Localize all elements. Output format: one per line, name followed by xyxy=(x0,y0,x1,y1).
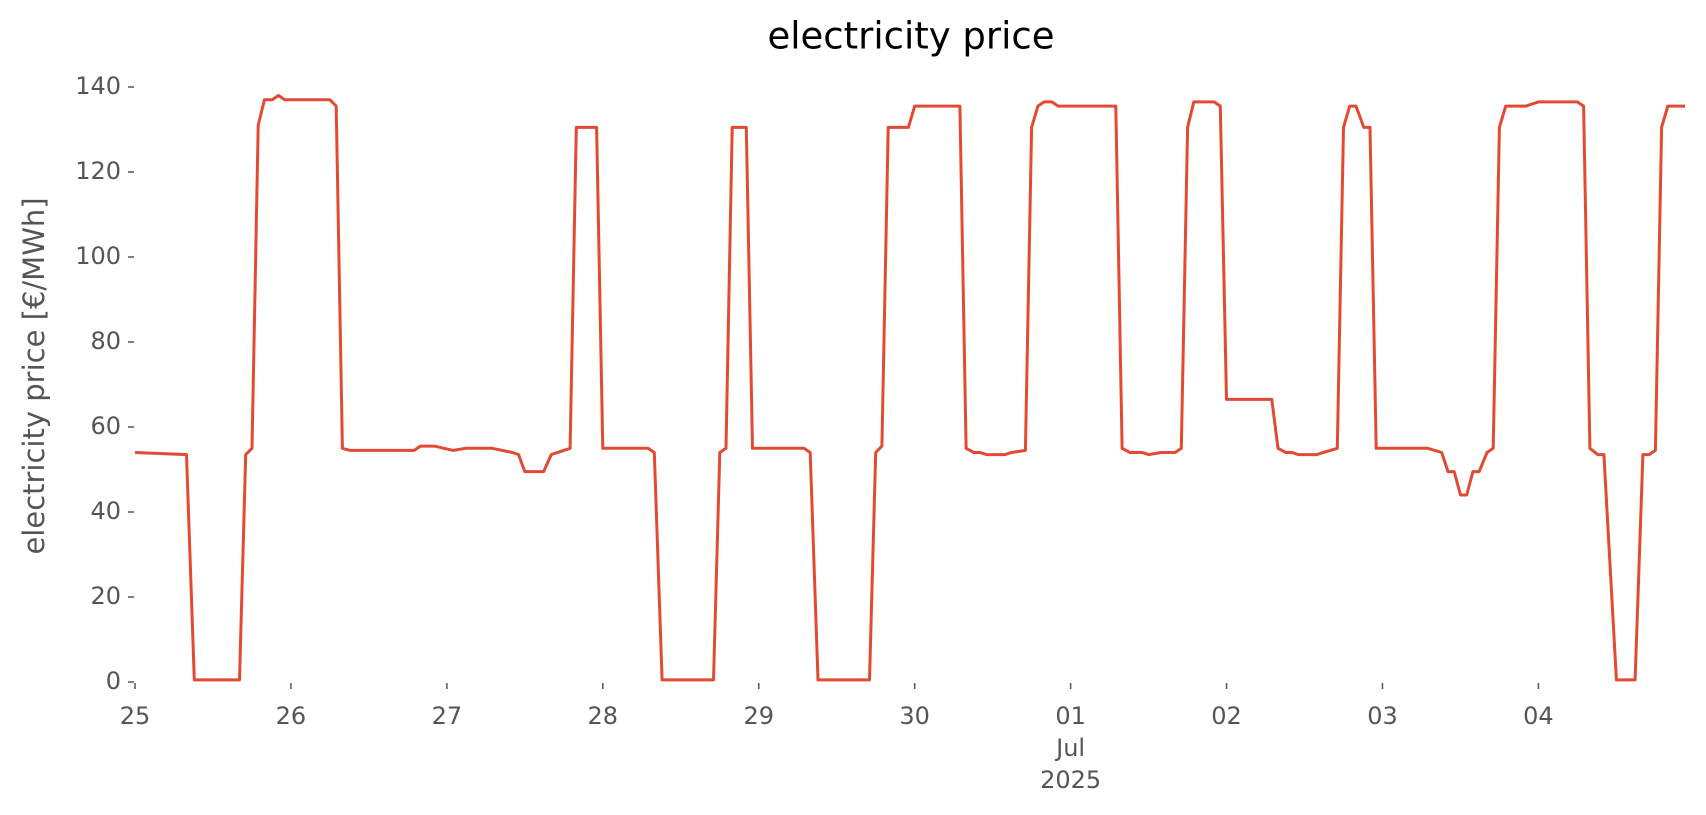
y-tick-label: 0 xyxy=(106,667,121,695)
x-tick-label: 03 xyxy=(1367,702,1398,730)
y-tick-label: 20 xyxy=(90,582,121,610)
y-tick-label: 80 xyxy=(90,327,121,355)
y-tick-label: 40 xyxy=(90,497,121,525)
x-tick-label: 30 xyxy=(899,702,930,730)
x-tick-label: 28 xyxy=(588,702,619,730)
y-tick-label: 120 xyxy=(75,157,121,185)
x-tick-label: 02 xyxy=(1211,702,1242,730)
y-tick-label: 140 xyxy=(75,72,121,100)
y-tick-label: 60 xyxy=(90,412,121,440)
x-tick-label: 29 xyxy=(743,702,774,730)
price-line xyxy=(134,94,1685,682)
x-tick-label: 25 xyxy=(120,702,151,730)
y-axis-label: electricity price [€/MWh] xyxy=(17,197,51,554)
x-tick-label: 04 xyxy=(1523,702,1554,730)
chart-title: electricity price xyxy=(767,15,1054,58)
x-tick-label: 01 Jul 2025 xyxy=(1040,702,1101,794)
y-tick-label: 100 xyxy=(75,242,121,270)
x-tick-label: 27 xyxy=(432,702,463,730)
x-tick-label: 26 xyxy=(276,702,307,730)
